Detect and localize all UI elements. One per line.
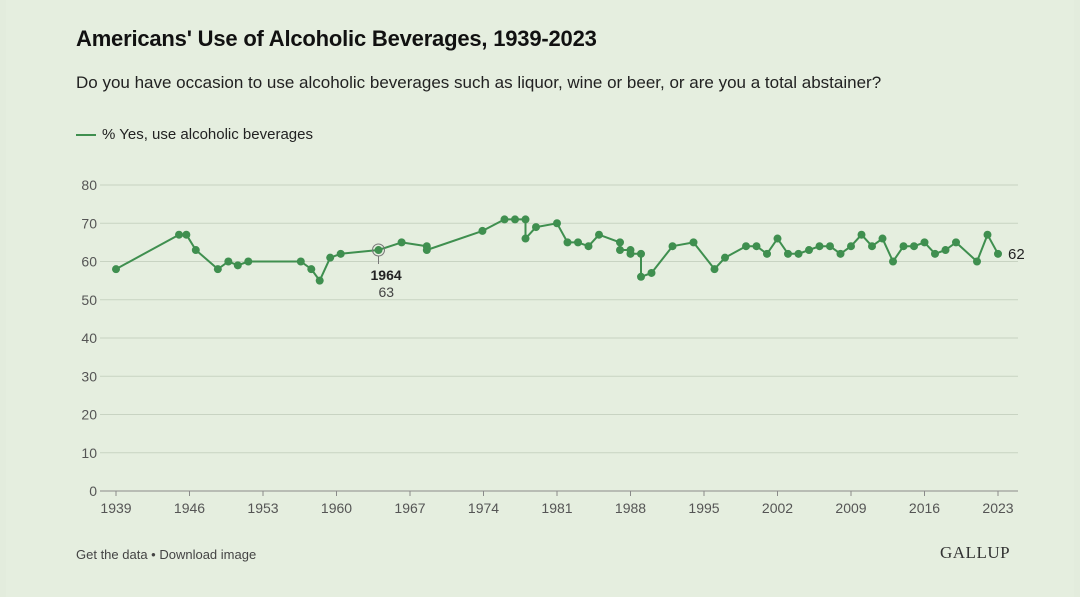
data-point — [574, 238, 582, 247]
chart-title: Americans' Use of Alcoholic Beverages, 1… — [76, 26, 597, 51]
data-point — [910, 242, 918, 251]
data-point — [191, 246, 200, 255]
data-point — [836, 249, 845, 258]
data-point — [805, 246, 813, 255]
data-point — [889, 257, 897, 266]
data-point — [994, 249, 1002, 258]
x-tick-label: 1953 — [247, 500, 278, 516]
y-tick-label: 40 — [81, 330, 97, 346]
gallup-logo: GALLUP — [940, 543, 1011, 562]
annotation-year: 1964 — [371, 267, 402, 283]
y-tick-label: 20 — [81, 407, 97, 423]
data-point — [374, 246, 383, 255]
x-tick-label: 2023 — [982, 500, 1013, 516]
data-point — [626, 249, 635, 258]
x-tick-label: 2002 — [762, 500, 793, 516]
data-point — [647, 268, 656, 277]
data-point — [689, 238, 698, 247]
data-point — [532, 223, 540, 232]
data-point — [511, 215, 519, 224]
data-point — [616, 238, 624, 247]
data-point — [868, 242, 876, 251]
legend-label: % Yes, use alcoholic beverages — [102, 126, 313, 143]
data-point — [637, 249, 645, 258]
download-image-link[interactable]: Download image — [159, 547, 257, 562]
data-point — [973, 257, 981, 266]
x-tick-label: 2016 — [909, 500, 940, 516]
data-point — [637, 272, 645, 281]
x-tick-label: 1960 — [321, 500, 352, 516]
data-point — [224, 257, 233, 266]
data-point — [112, 265, 120, 274]
data-point — [563, 238, 572, 247]
data-point — [763, 249, 771, 258]
data-point — [315, 276, 324, 285]
data-point — [920, 238, 929, 247]
y-tick-label: 30 — [81, 368, 97, 384]
data-point — [847, 242, 855, 251]
annotation-value: 63 — [379, 284, 395, 300]
x-tick-label: 1946 — [174, 500, 205, 516]
data-point — [878, 234, 887, 243]
y-tick-label: 0 — [89, 483, 97, 499]
x-tick-label: 1967 — [394, 500, 425, 516]
data-point — [584, 242, 593, 251]
y-tick-label: 80 — [81, 177, 97, 193]
data-point — [815, 242, 824, 251]
data-point — [521, 234, 530, 243]
data-point — [857, 230, 866, 239]
y-tick-label: 70 — [81, 215, 97, 231]
data-point — [307, 265, 316, 274]
x-tick-label: 1981 — [541, 500, 572, 516]
legend: % Yes, use alcoholic beverages — [76, 126, 313, 143]
data-point — [500, 215, 509, 224]
x-tick-label: 1939 — [100, 500, 131, 516]
data-point — [233, 261, 242, 270]
data-point — [213, 265, 222, 274]
chart-card — [6, 0, 1074, 597]
data-point — [521, 215, 530, 224]
x-tick-label: 1988 — [615, 500, 646, 516]
data-point — [595, 230, 603, 239]
x-tick-label: 1995 — [688, 500, 719, 516]
get-data-link[interactable]: Get the data — [76, 547, 148, 562]
data-point — [941, 246, 950, 255]
footer-separator: • — [147, 547, 160, 562]
data-point — [422, 246, 431, 255]
data-point — [784, 249, 792, 258]
last-value-label: 62 — [1008, 246, 1025, 263]
data-point — [952, 238, 960, 247]
data-point — [336, 249, 345, 258]
y-tick-label: 10 — [81, 445, 97, 461]
data-point — [742, 242, 750, 251]
y-tick-label: 60 — [81, 254, 97, 270]
data-point — [553, 219, 561, 228]
legend-line-swatch — [76, 133, 96, 136]
data-point — [899, 242, 908, 251]
data-point — [326, 253, 335, 262]
data-point — [983, 230, 992, 239]
data-point — [773, 234, 782, 243]
y-tick-label: 50 — [81, 292, 97, 308]
x-tick-label: 1974 — [468, 500, 499, 516]
data-point — [668, 242, 677, 251]
data-point — [721, 253, 729, 262]
data-point — [826, 242, 834, 251]
data-point — [397, 238, 406, 247]
data-point — [710, 265, 719, 274]
footer-links: Get the data • Download image — [76, 547, 256, 562]
data-point — [296, 257, 305, 266]
series-line — [115, 218, 999, 282]
data-point — [931, 249, 939, 258]
data-point — [794, 249, 803, 258]
data-point — [752, 242, 761, 251]
data-point — [478, 226, 487, 235]
data-point — [616, 246, 624, 255]
data-point — [175, 230, 183, 239]
chart-subtitle: Do you have occasion to use alcoholic be… — [76, 73, 882, 92]
x-tick-label: 2009 — [835, 500, 866, 516]
data-point — [182, 230, 191, 239]
data-point — [244, 257, 253, 266]
